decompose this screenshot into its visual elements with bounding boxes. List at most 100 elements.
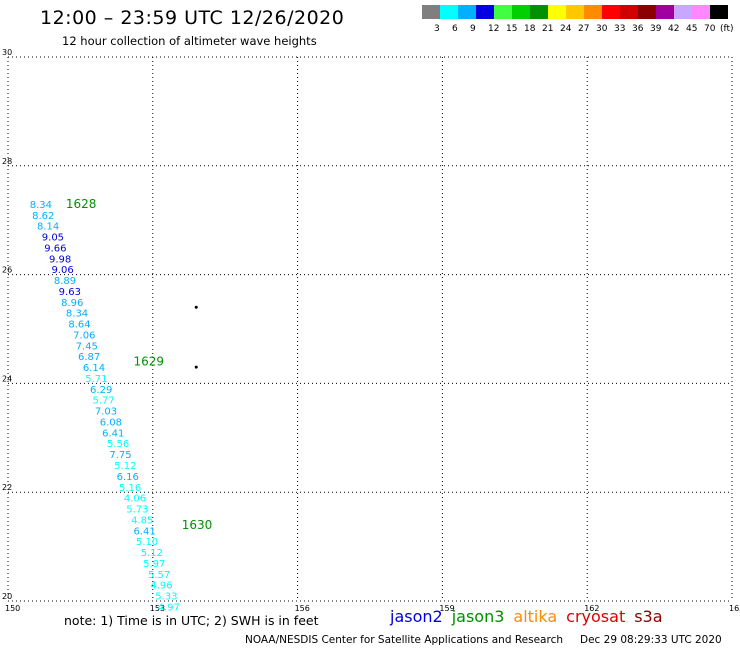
wave-height-value: 5.12	[114, 461, 136, 472]
scale-swatch	[656, 5, 674, 19]
pass-label: 1628	[66, 197, 97, 211]
wave-height-value: 4.96	[150, 581, 172, 592]
scale-label: 12	[488, 24, 500, 34]
scale-swatch	[494, 5, 512, 19]
x-tick-label: 162	[584, 604, 599, 613]
scale-label: 6	[452, 24, 458, 34]
scale-swatch	[440, 5, 458, 19]
wave-height-value: 4.85	[131, 515, 153, 526]
y-tick-label: 20	[2, 592, 12, 601]
point-marker	[194, 305, 198, 309]
satellite-altika: altika	[513, 607, 558, 626]
scale-label: 30	[596, 24, 608, 34]
wave-height-value: 6.41	[102, 428, 124, 439]
scale-swatch	[422, 5, 440, 19]
scale-label: 21	[542, 24, 554, 34]
satellite-jason2: jason2	[390, 607, 443, 626]
scale-swatch	[548, 5, 566, 19]
wave-height-value: 5.71	[85, 374, 107, 385]
wave-height-value: 6.16	[117, 472, 139, 483]
wave-height-value: 9.06	[51, 265, 73, 276]
pass-label: 1629	[133, 355, 164, 369]
scale-swatch	[620, 5, 638, 19]
scale-swatch	[566, 5, 584, 19]
wave-height-value: 6.87	[78, 352, 100, 363]
wave-height-value: 6.41	[133, 526, 155, 537]
wave-height-value: 9.05	[42, 233, 64, 244]
y-tick-label: 24	[2, 374, 12, 383]
wave-height-value: 8.34	[66, 309, 88, 320]
credit-line: NOAA/NESDIS Center for Satellite Applica…	[245, 634, 563, 646]
satellite-s3a: s3a	[634, 607, 663, 626]
x-tick-label: 159	[439, 604, 454, 613]
scale-label: 70	[704, 24, 716, 34]
scale-label: 27	[578, 24, 590, 34]
map-title: 12:00 – 23:59 UTC 12/26/2020	[40, 7, 345, 29]
scale-label: 33	[614, 24, 626, 34]
wave-height-value: 8.64	[68, 320, 90, 331]
scale-swatch	[710, 5, 728, 19]
scale-label: 36	[632, 24, 644, 34]
x-tick-label: 153	[150, 604, 165, 613]
scale-swatch	[530, 5, 548, 19]
map-subtitle: 12 hour collection of altimeter wave hei…	[62, 34, 317, 48]
scale-swatch	[692, 5, 710, 19]
wave-height-value: 7.75	[109, 450, 131, 461]
scale-swatch	[458, 5, 476, 19]
point-marker	[194, 365, 198, 369]
wave-height-value: 8.14	[37, 222, 59, 233]
wave-height-value: 5.16	[119, 483, 141, 494]
wave-height-value: 8.89	[54, 276, 76, 287]
scale-label: 42	[668, 24, 680, 34]
y-tick-label: 28	[2, 157, 12, 166]
wave-height-value: 4.06	[124, 494, 146, 505]
wave-height-value: 6.29	[90, 385, 112, 396]
satellite-cryosat: cryosat	[566, 607, 626, 626]
x-tick-label: 165	[729, 604, 740, 613]
generated-timestamp: Dec 29 08:29:33 UTC 2020	[580, 634, 722, 646]
scale-swatch	[512, 5, 530, 19]
wave-height-value: 5.33	[155, 592, 177, 603]
wave-height-value: 8.62	[32, 211, 54, 222]
wave-height-value: 7.45	[76, 341, 98, 352]
wave-height-value: 5.56	[107, 439, 129, 450]
wave-height-value: 8.34	[30, 200, 52, 211]
footer-note: note: 1) Time is in UTC; 2) SWH is in fe…	[64, 613, 319, 628]
scale-label: 3	[434, 24, 440, 34]
scale-label: 39	[650, 24, 662, 34]
wave-height-value: 5.97	[143, 559, 165, 570]
scale-swatch	[638, 5, 656, 19]
wave-height-value: 5.10	[136, 537, 158, 548]
wave-height-value: 5.77	[92, 396, 114, 407]
x-tick-label: 150	[5, 604, 20, 613]
wave-height-value: 5.12	[141, 548, 163, 559]
y-tick-label: 30	[2, 48, 12, 57]
wave-height-value: 4.97	[158, 602, 180, 613]
y-tick-label: 26	[2, 266, 12, 275]
scale-unit: (ft)	[720, 24, 734, 34]
scale-swatch	[584, 5, 602, 19]
scale-label: 9	[470, 24, 476, 34]
scale-label: 15	[506, 24, 518, 34]
wave-height-value: 6.08	[100, 417, 122, 428]
satellite-legend: jason2 jason3 altika cryosat s3a	[390, 607, 672, 626]
y-tick-label: 22	[2, 483, 12, 492]
wave-height-value: 9.63	[59, 287, 81, 298]
wave-height-value: 9.98	[49, 254, 71, 265]
scale-swatch	[476, 5, 494, 19]
wave-height-value: 8.96	[61, 298, 83, 309]
scale-label: 45	[686, 24, 698, 34]
scale-swatch	[602, 5, 620, 19]
wave-height-value: 5.73	[126, 505, 148, 516]
satellite-jason3: jason3	[451, 607, 505, 626]
scale-label: 18	[524, 24, 536, 34]
pass-label: 1630	[182, 518, 213, 532]
wave-height-value: 9.66	[44, 243, 66, 254]
scale-label: 24	[560, 24, 572, 34]
wave-height-value: 5.57	[148, 570, 170, 581]
wave-height-value: 7.03	[95, 407, 117, 418]
x-tick-label: 156	[295, 604, 310, 613]
wave-height-value: 6.14	[83, 363, 105, 374]
wave-height-value: 7.06	[73, 330, 95, 341]
